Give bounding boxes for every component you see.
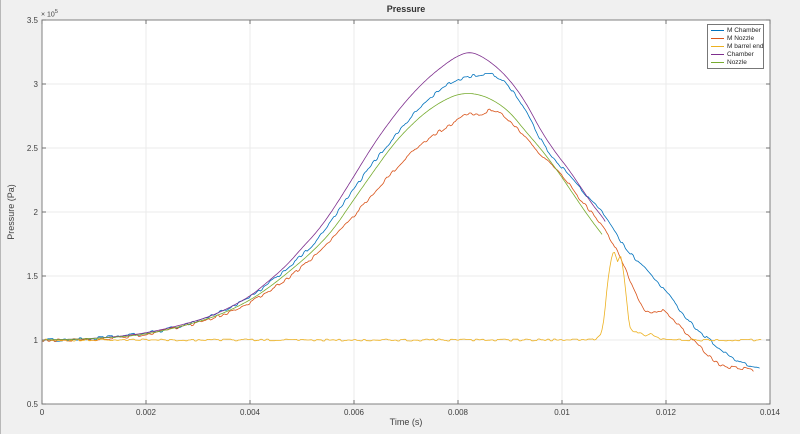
y-tick-label: 3.5 — [27, 16, 39, 25]
legend-item-label: Chamber — [727, 51, 754, 59]
legend-item: Chamber — [708, 51, 763, 59]
series-line-m-chamber — [42, 72, 760, 369]
series-line-nozzle — [42, 93, 603, 341]
legend-line-swatch — [711, 45, 724, 47]
y-tick-label: 1.5 — [27, 272, 39, 281]
legend-item-label: M Nozzle — [727, 34, 755, 42]
legend-item: Nozzle — [708, 59, 763, 67]
y-tick-label: 1 — [34, 336, 39, 345]
legend-item: M Nozzle — [708, 34, 763, 42]
series-group — [42, 52, 762, 372]
legend: M Chamber M Nozzle M barrel end Chamber Nozz… — [707, 24, 764, 69]
x-tick-label: 0.008 — [448, 408, 469, 417]
legend-item-label: M barrel end — [727, 42, 764, 50]
x-tick-label: 0.004 — [240, 408, 261, 417]
x-tick-label: 0.014 — [760, 408, 781, 417]
legend-item: M Chamber — [708, 26, 763, 34]
series-line-chamber — [42, 52, 606, 341]
x-tick-label: 0.012 — [656, 408, 677, 417]
y-tick-label: 2 — [34, 208, 39, 217]
legend-line-swatch — [711, 62, 724, 64]
legend-line-swatch — [711, 37, 724, 39]
x-tick-label: 0.006 — [344, 408, 365, 417]
y-tick-label: 2.5 — [27, 144, 39, 153]
x-axis-label: Time (s) — [389, 417, 423, 427]
legend-item-label: M Chamber — [727, 26, 761, 34]
legend-line-swatch — [711, 54, 724, 56]
y-axis-label: Pressure (Pa) — [6, 184, 16, 240]
x-tick-label: 0.002 — [136, 408, 157, 417]
legend-item-label: Nozzle — [727, 59, 747, 67]
y-axis-exponent-label: × 105 — [41, 9, 58, 19]
chart-title: Pressure — [386, 4, 426, 14]
y-tick-label: 3 — [34, 80, 39, 89]
legend-line-swatch — [711, 29, 724, 31]
y-tick-label: 0.5 — [27, 400, 39, 409]
series-line-m-barrel-end — [42, 252, 762, 342]
x-tick-label: 0.01 — [554, 408, 570, 417]
legend-item: M barrel end — [708, 42, 764, 50]
x-tick-label: 0 — [40, 408, 45, 417]
